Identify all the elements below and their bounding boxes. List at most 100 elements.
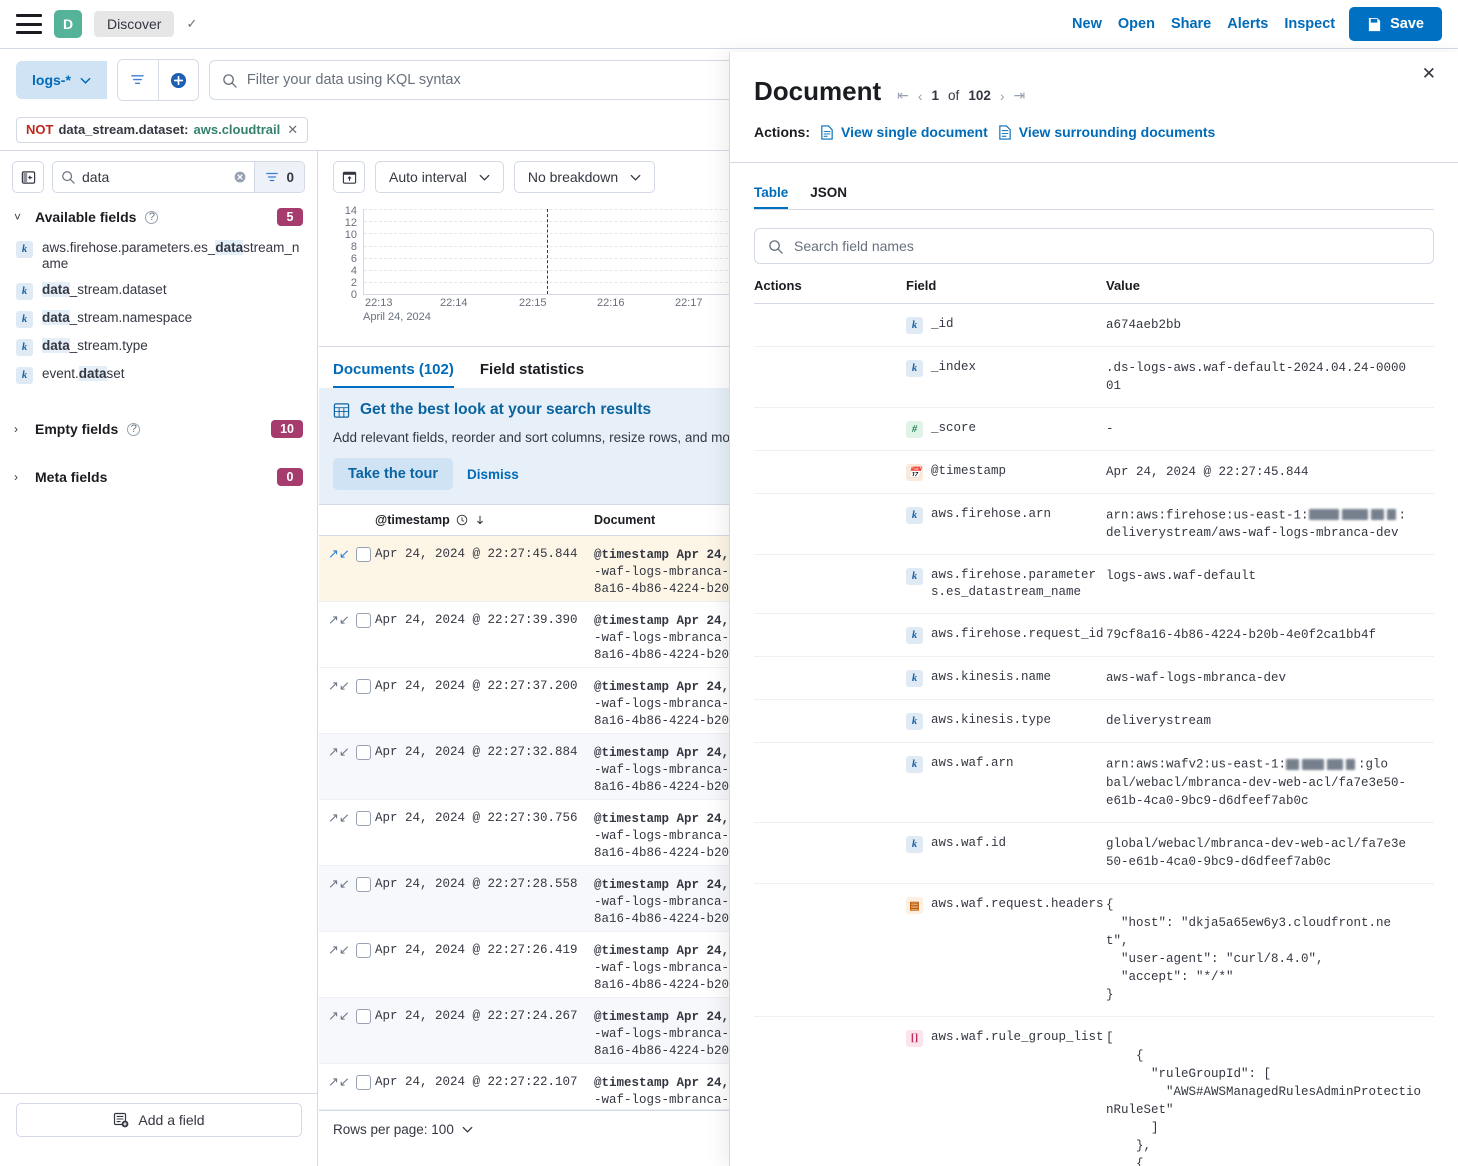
sort-descending-arrow-icon[interactable] (474, 514, 486, 526)
sidebar-field-item[interactable]: k aws.firehose.parameters.es_datastream_… (0, 235, 317, 277)
table-row[interactable]: ↗↙ Apr 24, 2024 @ 22:27:37.200 @timestam… (319, 668, 1458, 734)
row-checkbox[interactable] (355, 1075, 371, 1090)
field-type-filter-button[interactable]: 0 (254, 162, 304, 192)
sidebar-field-item[interactable]: k data_stream.dataset (0, 277, 317, 305)
doc-field-row[interactable]: ▤ aws.waf.request.headers { "host": "dkj… (754, 884, 1434, 1017)
column-header-timestamp[interactable]: @timestamp (319, 513, 594, 527)
doc-field-name: aws.firehose.request_id (931, 627, 1104, 642)
expand-row-icon[interactable]: ↗↙ (328, 612, 350, 627)
help-circle-icon[interactable]: ? (145, 210, 159, 224)
take-the-tour-button[interactable]: Take the tour (333, 458, 453, 490)
doc-field-value: arn:aws:wafv2:us-east-1::glo bal/webacl/… (1106, 755, 1434, 809)
doc-field-row[interactable]: [] aws.waf.rule_group_list [ { "ruleGrou… (754, 1017, 1434, 1166)
filter-pill-dataset[interactable]: NOT data_stream.dataset: aws.cloudtrail … (16, 116, 309, 143)
nav-share[interactable]: Share (1170, 16, 1212, 32)
dismiss-button[interactable]: Dismiss (461, 459, 525, 490)
y-tick: 4 (350, 265, 357, 277)
expand-row-icon[interactable]: ↗↙ (328, 1008, 350, 1023)
interval-select[interactable]: Auto interval (375, 161, 504, 193)
doc-field-value: 79cf8a16-4b86-4224-b20b-4e0f2ca1bb4f (1106, 628, 1377, 643)
section-title: Empty fields (35, 421, 119, 437)
doc-field-row[interactable]: k _index .ds-logs-aws.waf-default-2024.0… (754, 347, 1434, 408)
row-controls: ↗↙ (319, 866, 375, 931)
column-header-document[interactable]: Document (594, 513, 656, 527)
nav-alerts[interactable]: Alerts (1227, 16, 1269, 32)
breadcrumb-discover[interactable]: Discover (94, 11, 175, 37)
row-checkbox[interactable] (355, 745, 371, 760)
field-names-search-input[interactable]: Search field names (754, 228, 1434, 264)
help-circle-icon[interactable]: ? (127, 422, 141, 436)
deployment-logo[interactable]: D (54, 10, 82, 38)
chevron-down-icon[interactable]: ✓ (186, 16, 198, 31)
section-empty-fields[interactable]: › Empty fields ? 10 (0, 411, 317, 447)
doc-field-row[interactable]: k aws.waf.arn arn:aws:wafv2:us-east-1::g… (754, 743, 1434, 823)
doc-field-row[interactable]: k aws.firehose.parameters.es_datastream_… (754, 555, 1434, 615)
sidebar-field-item[interactable]: k event.dataset (0, 361, 317, 389)
filter-funnel-icon[interactable] (117, 60, 158, 100)
calendar-chart-icon[interactable] (333, 161, 365, 193)
close-x-icon[interactable]: ✕ (1421, 64, 1436, 83)
row-actions-cell (754, 896, 906, 1004)
doc-field-row[interactable]: k aws.waf.id global/webacl/mbranca-dev-w… (754, 823, 1434, 884)
row-actions-cell (754, 463, 906, 481)
app-chrome-bar: D Discover ✓ New Open Share Alerts Inspe… (0, 0, 1458, 49)
chevron-down-icon: ˅ (14, 210, 22, 224)
doc-field-row[interactable]: # _score - (754, 408, 1434, 451)
view-surrounding-documents-link[interactable]: View surrounding documents (998, 124, 1215, 140)
nav-inspect[interactable]: Inspect (1284, 16, 1336, 32)
row-checkbox[interactable] (355, 877, 371, 892)
row-checkbox[interactable] (355, 811, 371, 826)
doc-field-row[interactable]: 📅 @timestamp Apr 24, 2024 @ 22:27:45.844 (754, 451, 1434, 494)
doc-field-row[interactable]: k aws.firehose.arn arn:aws:firehose:us-e… (754, 494, 1434, 556)
chevron-left-icon[interactable]: ‹ (917, 87, 923, 104)
hamburger-menu-icon[interactable] (16, 14, 42, 34)
table-row[interactable]: ↗↙ Apr 24, 2024 @ 22:27:22.107 @timestam… (319, 1064, 1458, 1110)
doc-field-row[interactable]: k _id a674aeb2bb (754, 304, 1434, 347)
doc-field-row[interactable]: k aws.kinesis.name aws-waf-logs-mbranca-… (754, 657, 1434, 701)
data-view-picker[interactable]: logs-* (16, 61, 107, 99)
search-icon (222, 73, 237, 88)
expand-row-icon[interactable]: ↗↙ (328, 942, 350, 957)
row-checkbox[interactable] (355, 679, 371, 694)
view-single-document-link[interactable]: View single document (820, 124, 988, 140)
filter-field: data_stream.dataset: (58, 122, 189, 137)
row-actions-cell (754, 626, 906, 644)
expand-row-icon[interactable]: ↗↙ (328, 876, 350, 891)
row-checkbox[interactable] (355, 547, 371, 562)
doc-field-row[interactable]: k aws.kinesis.type deliverystream (754, 700, 1434, 744)
section-meta-fields[interactable]: › Meta fields 0 (0, 459, 317, 495)
expand-row-icon[interactable]: ↗↙ (328, 546, 350, 561)
sidebar-field-item[interactable]: k data_stream.namespace (0, 305, 317, 333)
nav-new[interactable]: New (1072, 16, 1102, 32)
page-first-icon[interactable]: ⇤ (897, 87, 909, 103)
field-name-search-input[interactable]: data 0 (52, 161, 305, 193)
expand-row-icon[interactable]: ↗↙ (328, 810, 350, 825)
expand-row-icon[interactable]: ↗↙ (328, 744, 350, 759)
add-circle-icon[interactable] (157, 60, 198, 100)
field-type-array-icon: [] (906, 1029, 923, 1047)
row-checkbox[interactable] (355, 943, 371, 958)
close-x-icon[interactable]: ✕ (287, 121, 299, 137)
clear-circle-icon[interactable] (233, 170, 247, 184)
add-a-field-button[interactable]: Add a field (16, 1103, 302, 1137)
tab-json[interactable]: JSON (810, 185, 848, 200)
tab-field-statistics[interactable]: Field statistics (479, 361, 585, 378)
nav-open[interactable]: Open (1117, 16, 1155, 32)
save-button[interactable]: Save (1349, 7, 1442, 41)
x-tick: 22:17 (675, 297, 703, 309)
sidebar-field-item[interactable]: k data_stream.type (0, 333, 317, 361)
expand-row-icon[interactable]: ↗↙ (328, 1074, 350, 1089)
tab-table[interactable]: Table (754, 185, 788, 209)
page-last-icon[interactable]: ⇥ (1013, 87, 1026, 103)
section-available-fields[interactable]: ˅ Available fields ? 5 (0, 199, 317, 235)
sidebar-field-label: data_stream.dataset (42, 282, 167, 297)
panel-collapse-icon[interactable] (12, 161, 44, 193)
doc-field-row[interactable]: k aws.firehose.request_id 79cf8a16-4b86-… (754, 614, 1434, 658)
breakdown-select[interactable]: No breakdown (513, 161, 656, 193)
chevron-right-icon[interactable]: › (999, 87, 1005, 104)
doc-field-cell: k aws.firehose.request_id (906, 626, 1106, 645)
expand-row-icon[interactable]: ↗↙ (328, 678, 350, 693)
row-checkbox[interactable] (355, 613, 371, 628)
row-checkbox[interactable] (355, 1009, 371, 1024)
tab-documents[interactable]: Documents (102) (333, 361, 454, 388)
